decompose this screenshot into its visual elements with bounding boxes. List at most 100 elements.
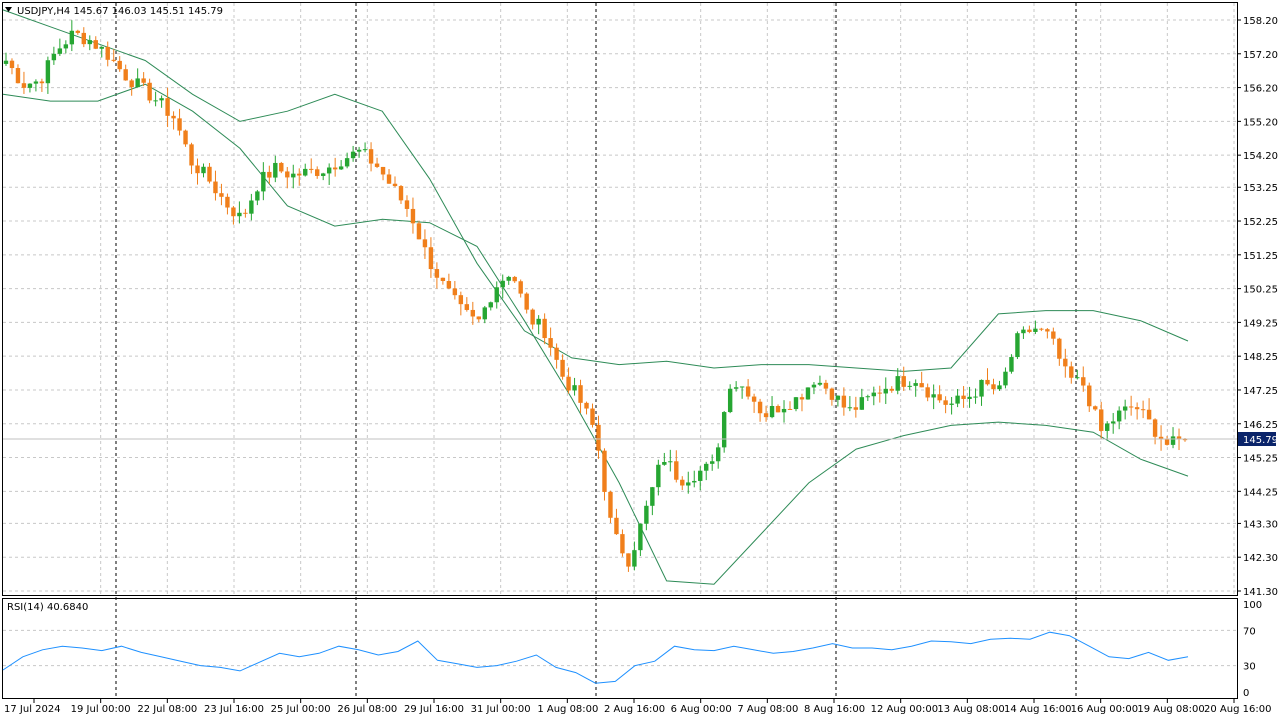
candle-body [309, 168, 314, 170]
candle-body [1099, 409, 1104, 431]
candle-body [356, 149, 362, 152]
candle-body [991, 384, 996, 390]
candle-body [315, 169, 320, 176]
candle-body [572, 385, 577, 391]
candle-body [1039, 328, 1044, 330]
period-separators [115, 3, 1077, 698]
candle-body [895, 376, 900, 391]
candle-body [542, 318, 547, 339]
rsi-panel-frame [2, 598, 1238, 699]
candle-body [392, 183, 398, 187]
rsi-tick-label: 30 [1243, 662, 1256, 673]
candle-body [279, 162, 284, 172]
candle-body [320, 173, 326, 176]
candle-body [488, 302, 493, 308]
candle-body [189, 144, 194, 166]
candle-body [344, 158, 350, 167]
time-tick-label: 14 Aug 16:00 [1004, 704, 1071, 715]
price-tick-label: 141.30 [1243, 587, 1278, 598]
price-tick-label: 151.25 [1243, 251, 1278, 262]
candle-body [404, 200, 410, 209]
candle-body [1170, 436, 1176, 445]
candle-body [787, 408, 793, 410]
candle-body [15, 68, 21, 84]
candle-body [482, 307, 487, 320]
candle-body [159, 98, 164, 101]
time-tick-label: 8 Aug 16:00 [804, 704, 865, 715]
time-grid [100, 3, 1235, 595]
candle-body [847, 407, 853, 409]
candle-body [811, 384, 817, 388]
candle-body [183, 130, 188, 145]
candle-body [859, 397, 865, 410]
candle-body [560, 359, 565, 377]
time-tick-label: 1 Aug 08:00 [537, 704, 598, 715]
candle-body [1003, 371, 1008, 386]
candle-body [608, 491, 613, 518]
candle-body [1033, 328, 1038, 332]
candle-body [985, 379, 990, 385]
candle-body [1146, 409, 1152, 420]
triangle-down-icon[interactable] [5, 7, 12, 12]
candle-body [332, 167, 338, 170]
time-tick-label: 17 Jul 2024 [4, 704, 61, 715]
candle-body [147, 82, 152, 101]
time-tick-label: 23 Jul 16:00 [204, 704, 264, 715]
candle-body [3, 60, 9, 64]
candle-body [374, 163, 380, 167]
candle-body [255, 191, 260, 201]
time-tick-label: 7 Aug 08:00 [737, 704, 798, 715]
candlesticks [3, 20, 1188, 572]
candle-body [614, 517, 619, 535]
time-tick-label: 26 Jul 08:00 [337, 704, 397, 715]
rsi-tick-label: 100 [1243, 600, 1262, 611]
price-tick-label: 143.30 [1243, 519, 1278, 530]
price-tick-label: 144.25 [1243, 487, 1278, 498]
candle-body [781, 408, 787, 413]
candle-body [829, 388, 835, 400]
candle-body [961, 395, 966, 399]
candle-body [841, 395, 847, 408]
time-tick-label: 16 Aug 00:00 [1071, 704, 1138, 715]
candle-body [644, 505, 649, 524]
candle-body [674, 461, 679, 480]
candle-body [943, 400, 948, 405]
candle-body [889, 388, 894, 391]
candle-body [817, 382, 823, 385]
price-tick-label: 149.25 [1243, 318, 1278, 329]
candle-body [698, 470, 703, 481]
time-tick-label: 6 Aug 00:00 [671, 704, 732, 715]
candle-body [207, 166, 212, 182]
candle-body [1182, 439, 1188, 441]
candle-body [650, 487, 655, 506]
candle-body [1158, 436, 1164, 440]
candle-body [680, 479, 685, 486]
candle-body [39, 81, 45, 84]
candle-body [913, 383, 918, 386]
candle-body [243, 212, 248, 214]
candle-body [937, 394, 942, 401]
time-axis: 17 Jul 2024 19 Jul 00:00 22 Jul 08:00 23 Ju… [4, 699, 1271, 715]
candle-body [303, 168, 308, 176]
candle-body [141, 78, 146, 83]
current-price-value: 145.79 [1243, 435, 1278, 446]
candle-body [656, 464, 661, 488]
price-tick-label: 157.20 [1243, 50, 1278, 61]
candle-body [1051, 331, 1056, 339]
candle-body [1021, 329, 1026, 334]
candle-body [446, 281, 452, 289]
candle-body [1075, 377, 1080, 379]
candle-body [596, 424, 601, 451]
price-tick-label: 147.25 [1243, 386, 1278, 397]
candle-body [955, 395, 960, 404]
candle-body [225, 196, 230, 208]
candle-body [93, 40, 98, 49]
candle-body [470, 309, 476, 317]
candle-body [231, 207, 236, 217]
candle-body [1063, 358, 1068, 367]
price-tick-label: 142.30 [1243, 553, 1278, 564]
rsi-label: RSI(14) 40.6840 [7, 602, 88, 613]
candle-body [237, 212, 242, 217]
candle-body [530, 309, 535, 325]
